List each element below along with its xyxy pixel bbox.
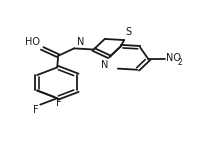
Text: 2: 2 xyxy=(177,58,182,67)
Text: F: F xyxy=(56,98,61,108)
Text: NO: NO xyxy=(166,53,181,63)
Text: F: F xyxy=(33,105,39,115)
Text: N: N xyxy=(101,59,108,70)
Text: N: N xyxy=(77,37,84,47)
Text: HO: HO xyxy=(25,37,40,47)
Text: S: S xyxy=(125,27,131,37)
